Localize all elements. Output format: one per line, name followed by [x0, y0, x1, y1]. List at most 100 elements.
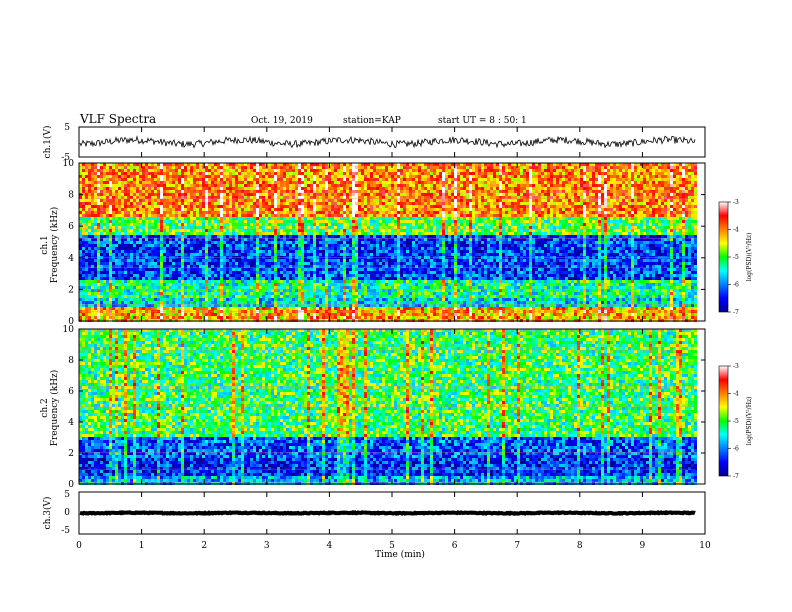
- ch1-spectrogram-cell: [124, 262, 127, 265]
- ch1-spectrogram-cell: [163, 247, 166, 250]
- ch1-spectrogram-cell: [151, 247, 154, 250]
- ch1-spectrogram-cell: [157, 277, 160, 280]
- ch1-spectrogram-cell: [145, 178, 148, 181]
- ch1-spectrogram-cell: [148, 193, 151, 196]
- ch1-spectrogram-cell: [82, 283, 85, 286]
- ch1-spectrogram-cell: [136, 277, 139, 280]
- ch1-spectrogram-cell: [106, 274, 109, 277]
- ch1-spectrogram-cell: [172, 184, 175, 187]
- ch1-spectrogram-cell: [124, 271, 127, 274]
- ch1-spectrogram-cell: [121, 259, 124, 262]
- header-date: Oct. 19, 2019: [251, 116, 313, 126]
- ch1-spectrogram-cell: [97, 193, 100, 196]
- ch1-spectrogram-cell: [133, 262, 136, 265]
- ch1-spectrogram-cell: [145, 211, 148, 214]
- ch1-spectrogram-cell: [97, 169, 100, 172]
- ch1-spectrogram-cell: [166, 211, 169, 214]
- ch1-spectrogram-cell: [136, 214, 139, 217]
- ch1-spectrogram-cell: [118, 181, 121, 184]
- ch1-spectrogram-cell: [133, 172, 136, 175]
- ch1-spectrogram-cell: [127, 223, 130, 226]
- ch1-spectrogram-cell: [115, 214, 118, 217]
- ch1-spectrogram-cell: [154, 169, 157, 172]
- ch1-spectrogram-cell: [142, 175, 145, 178]
- ch1-spectrogram-cell: [160, 283, 163, 286]
- ch1-spectrogram-cell: [133, 199, 136, 202]
- ch1-spectrogram-cell: [124, 169, 127, 172]
- ch1-spectrogram-cell: [82, 316, 85, 319]
- ch1-spectrogram-cell: [100, 301, 103, 304]
- ch1-spectrogram-cell: [169, 277, 172, 280]
- ch1-spectrogram-cell: [97, 292, 100, 295]
- ch1-spectrogram-cell: [94, 283, 97, 286]
- ch1-spectrogram-cell: [124, 181, 127, 184]
- ch1-spectrogram-cell: [154, 286, 157, 289]
- ch1-spectrogram-cell: [85, 250, 88, 253]
- ch1-spectrogram-cell: [151, 184, 154, 187]
- ch1-spectrogram-cell: [136, 208, 139, 211]
- ch1-spectrogram-cell: [160, 214, 163, 217]
- figure-title: VLF Spectra: [79, 112, 156, 126]
- ch1-spectrogram-cell: [121, 232, 124, 235]
- ch1-spectrogram-cell: [103, 211, 106, 214]
- ch1-spectrogram-cell: [106, 298, 109, 301]
- ch1-spectrogram-cell: [112, 205, 115, 208]
- ch1-spectrogram-cell: [106, 223, 109, 226]
- ch1-spectrogram-cell: [148, 250, 151, 253]
- ch1-spectrogram-cell: [169, 295, 172, 298]
- ch1-spectrogram-cell: [112, 199, 115, 202]
- ch1-spectrogram-cell: [166, 232, 169, 235]
- ch1-spectrogram-cell: [118, 295, 121, 298]
- ch1-spectrogram-cell: [115, 208, 118, 211]
- ch1-spectrogram-cell: [88, 280, 91, 283]
- ch1-spectrogram-cell: [139, 250, 142, 253]
- ch1-spectrogram-cell: [94, 253, 97, 256]
- ch1-spectrogram-cell: [100, 205, 103, 208]
- ch1-spectrogram-cell: [169, 271, 172, 274]
- ch1-spectrogram-cell: [100, 298, 103, 301]
- ch1-spectrogram-cell: [106, 178, 109, 181]
- ch1-spectrogram-cell: [163, 187, 166, 190]
- ch1-spectrogram-cell: [109, 292, 112, 295]
- ch1-spectrogram-cell: [109, 271, 112, 274]
- ch1-spectrogram-cell: [163, 262, 166, 265]
- ch1-spectrogram-cell: [130, 313, 133, 316]
- ch1-spectrogram-cell: [97, 199, 100, 202]
- ch1-spectrogram-cell: [94, 211, 97, 214]
- ch1-spectrogram-cell: [148, 301, 151, 304]
- ch1-spectrogram-cell: [160, 274, 163, 277]
- ch1-spectrogram-cell: [109, 178, 112, 181]
- ch1-spectrogram-cell: [115, 301, 118, 304]
- ch1-spectrogram-cell: [139, 307, 142, 310]
- ch1-spectrogram-cell: [100, 283, 103, 286]
- ch1-spectrogram-cell: [124, 175, 127, 178]
- ch1-spectrogram-cell: [130, 205, 133, 208]
- ch1-spectrogram-cell: [124, 235, 127, 238]
- ch1-spectrogram-cell: [160, 178, 163, 181]
- ch1-spectrogram-cell: [127, 178, 130, 181]
- ch1-spectrogram-cell: [154, 316, 157, 319]
- ch1-spectrogram-cell: [109, 187, 112, 190]
- ch1-spectrogram-cell: [163, 202, 166, 205]
- ch1-spectrogram-cell: [166, 217, 169, 220]
- ch1-spectrogram-cell: [121, 220, 124, 223]
- ch1-spectrogram-cell: [88, 199, 91, 202]
- ch1-spectrogram-cell: [85, 217, 88, 220]
- ch1-spectrogram-cell: [85, 241, 88, 244]
- ch1-spectrogram-cell: [136, 244, 139, 247]
- ch1-spectrogram-cell: [106, 214, 109, 217]
- ch1-spectrogram-cell: [88, 253, 91, 256]
- ch1-spectrogram-cell: [118, 259, 121, 262]
- ch1-spectrogram-cell: [142, 208, 145, 211]
- ch1-spectrogram-cell: [154, 208, 157, 211]
- ch1-spectrogram-cell: [169, 193, 172, 196]
- ch1-spectrogram-cell: [100, 292, 103, 295]
- ch1-spectrogram-cell: [100, 232, 103, 235]
- ch1-spectrogram-cell: [160, 223, 163, 226]
- ch1-spectrogram-cell: [148, 253, 151, 256]
- ch1-spectrogram-cell: [169, 286, 172, 289]
- ch1-spectrogram-cell: [82, 298, 85, 301]
- ch1-spectrogram-cell: [166, 202, 169, 205]
- ch1-spectrogram-cell: [127, 286, 130, 289]
- ch1-spectrogram-cell: [130, 295, 133, 298]
